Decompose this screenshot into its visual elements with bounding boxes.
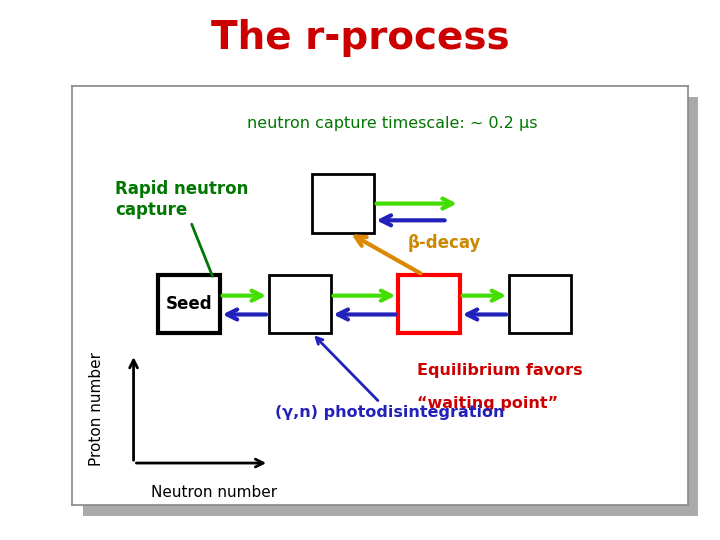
Text: (γ,n) photodisintegration: (γ,n) photodisintegration: [275, 338, 505, 420]
Text: β-decay: β-decay: [408, 234, 481, 252]
Bar: [509, 275, 571, 333]
Text: Rapid neutron
capture: Rapid neutron capture: [115, 180, 248, 276]
Bar: [269, 275, 330, 333]
Bar: [398, 275, 460, 333]
Text: Proton number: Proton number: [89, 352, 104, 465]
Text: Equilibrium favors: Equilibrium favors: [417, 363, 582, 377]
Text: The r-process: The r-process: [211, 19, 509, 57]
Bar: [158, 275, 220, 333]
Text: Neutron number: Neutron number: [150, 485, 276, 500]
Bar: [312, 174, 374, 233]
Text: “waiting point”: “waiting point”: [417, 396, 558, 411]
Text: neutron capture timescale: ~ 0.2 μs: neutron capture timescale: ~ 0.2 μs: [247, 116, 537, 131]
Text: Seed: Seed: [166, 295, 212, 313]
